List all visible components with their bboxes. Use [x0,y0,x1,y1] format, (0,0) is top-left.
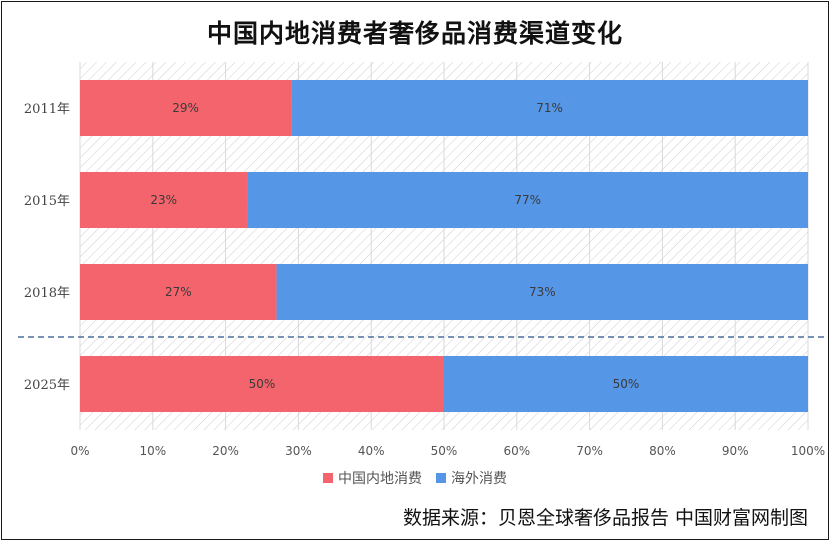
x-tick-label: 20% [212,444,239,458]
bar-overseas [444,356,808,412]
bar-data-label: 50% [613,377,640,391]
x-tick-label: 60% [503,444,530,458]
legend-label-overseas: 海外消费 [451,471,507,487]
y-tick-label: 2015年 [24,194,70,209]
legend-swatch-overseas [436,473,446,483]
bar-mainland [80,80,292,136]
legend-item-overseas: 海外消费 [436,468,507,488]
bar-mainland [80,356,444,412]
y-tick-label: 2025年 [24,378,70,393]
x-tick-label: 40% [358,444,385,458]
bar-overseas [276,264,808,320]
y-tick-layer: 2011年 2015年 2018年 2025年 [24,102,70,393]
x-tick-layer: 0% 10% 20% 30% 40% 50% 60% 70% 80% 90% 100% [70,444,825,458]
legend-item-mainland: 中国内地消费 [323,468,422,488]
bar-layer [80,80,808,412]
legend-swatch-mainland [323,473,333,483]
x-tick-label: 50% [431,444,458,458]
data-label-layer: 29% 71% 23% 77% 27% 73% 50% 50% [150,101,639,391]
x-tick-label: 30% [285,444,312,458]
bar-mainland [80,264,277,320]
x-tick-label: 90% [722,444,749,458]
bar-mainland [80,172,248,228]
legend-label-mainland: 中国内地消费 [338,471,422,487]
bar-data-label: 23% [150,193,177,207]
bar-overseas [291,80,808,136]
bar-data-label: 73% [529,285,556,299]
x-tick-label: 10% [139,444,166,458]
bar-data-label: 71% [536,101,563,115]
y-tick-label: 2011年 [24,102,70,117]
x-tick-label: 70% [576,444,603,458]
source-note: 数据来源：贝恩全球奢侈品报告 中国财富网制图 [402,507,808,529]
chart-title: 中国内地消费者奢侈品消费渠道变化 [206,19,623,48]
x-tick-label: 0% [70,444,89,458]
bar-overseas [247,172,808,228]
bar-data-label: 77% [514,193,541,207]
legend: 中国内地消费 海外消费 [0,468,830,488]
bar-data-label: 50% [249,377,276,391]
x-tick-label: 80% [649,444,676,458]
bar-data-label: 29% [172,101,199,115]
y-tick-label: 2018年 [24,286,70,301]
bar-data-label: 27% [165,285,192,299]
x-tick-label: 100% [791,444,825,458]
